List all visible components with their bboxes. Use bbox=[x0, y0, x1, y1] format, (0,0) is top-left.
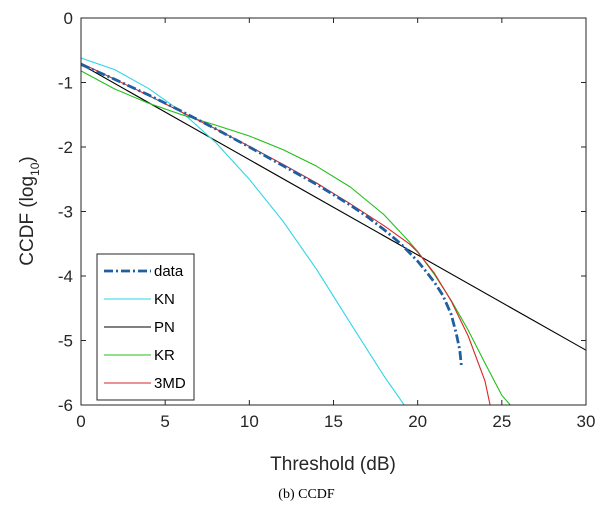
legend: data KN PN KR 3MD bbox=[96, 253, 195, 401]
y-tick-label: -1 bbox=[58, 74, 73, 93]
x-tick-label: 10 bbox=[240, 412, 259, 431]
y-tick-label: 0 bbox=[64, 9, 73, 28]
figure-caption: (b) CCDF bbox=[278, 487, 335, 502]
y-tick-label: -6 bbox=[58, 396, 73, 415]
series-line-pn bbox=[81, 63, 586, 351]
x-tick-label: 5 bbox=[160, 412, 169, 431]
legend-label-3md: 3MD bbox=[154, 375, 186, 392]
ccdf-chart: 0 5 10 15 20 25 30 0 -1 -2 -3 -4 -5 -6 Threshold (dB… bbox=[17, 9, 595, 475]
legend-label-data: data bbox=[154, 263, 184, 280]
x-axis-label: Threshold (dB) bbox=[270, 454, 396, 475]
legend-label-kr: KR bbox=[154, 347, 175, 364]
series-line-3md bbox=[81, 62, 491, 405]
x-tick-label: 20 bbox=[408, 412, 427, 431]
series-layer bbox=[81, 57, 586, 405]
x-tick-label: 0 bbox=[76, 412, 85, 431]
x-tick-label: 15 bbox=[324, 412, 343, 431]
x-tick-label: 25 bbox=[492, 412, 511, 431]
legend-label-kn: KN bbox=[154, 291, 175, 308]
series-line-kr bbox=[81, 70, 511, 405]
y-tick-label: -5 bbox=[58, 332, 73, 351]
y-tick-label: -3 bbox=[58, 203, 73, 222]
legend-label-pn: PN bbox=[154, 319, 175, 336]
y-tick-label: -2 bbox=[58, 138, 73, 157]
y-axis-label: CCDF (log10) bbox=[17, 156, 42, 265]
y-axis-ticks: 0 -1 -2 -3 -4 -5 -6 bbox=[58, 9, 586, 415]
y-tick-label: -4 bbox=[58, 267, 73, 286]
x-tick-label: 30 bbox=[577, 412, 596, 431]
series-line-kn bbox=[81, 57, 405, 405]
series-line-data bbox=[81, 63, 463, 367]
x-axis-ticks: 0 5 10 15 20 25 30 bbox=[76, 18, 595, 431]
